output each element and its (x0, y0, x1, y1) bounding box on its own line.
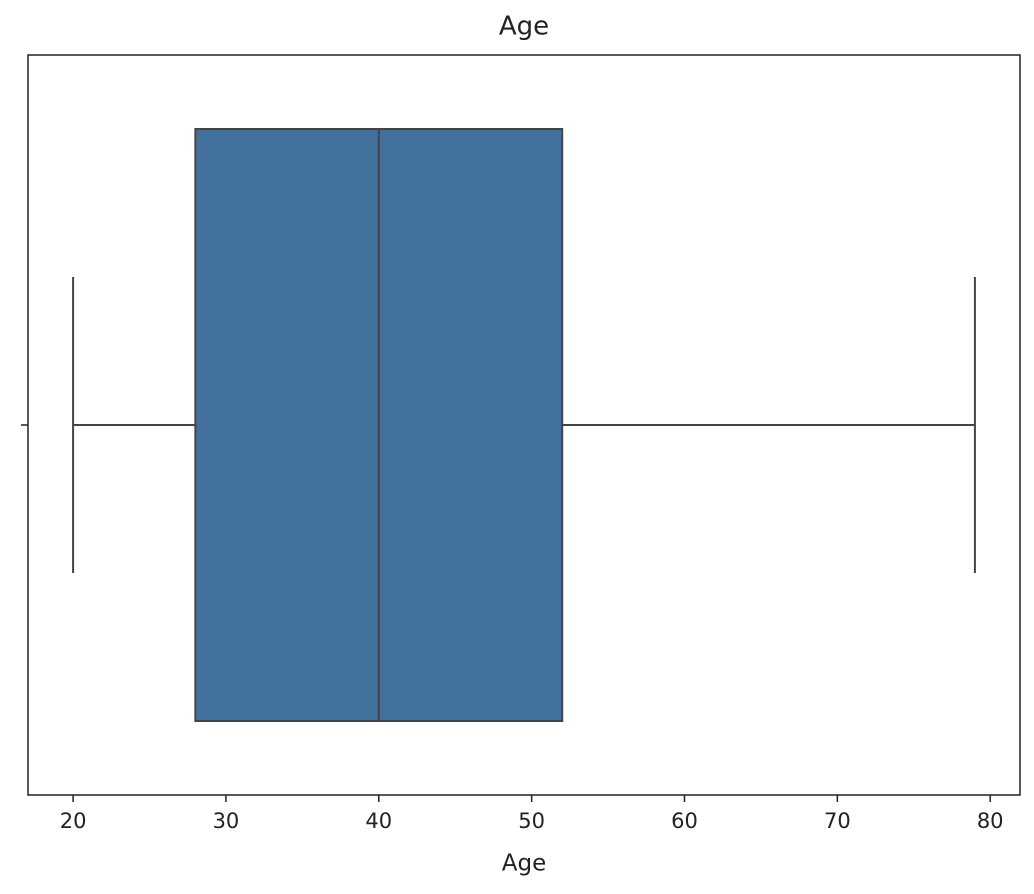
x-tick-label: 20 (60, 809, 87, 833)
x-tick-label: 80 (977, 809, 1004, 833)
x-tick-label: 50 (518, 809, 545, 833)
x-axis-label: Age (502, 851, 546, 877)
x-tick-label: 60 (671, 809, 698, 833)
x-tick-label: 70 (824, 809, 851, 833)
x-tick-label: 40 (365, 809, 392, 833)
x-tick-label: 30 (213, 809, 240, 833)
chart-title: Age (499, 12, 549, 42)
